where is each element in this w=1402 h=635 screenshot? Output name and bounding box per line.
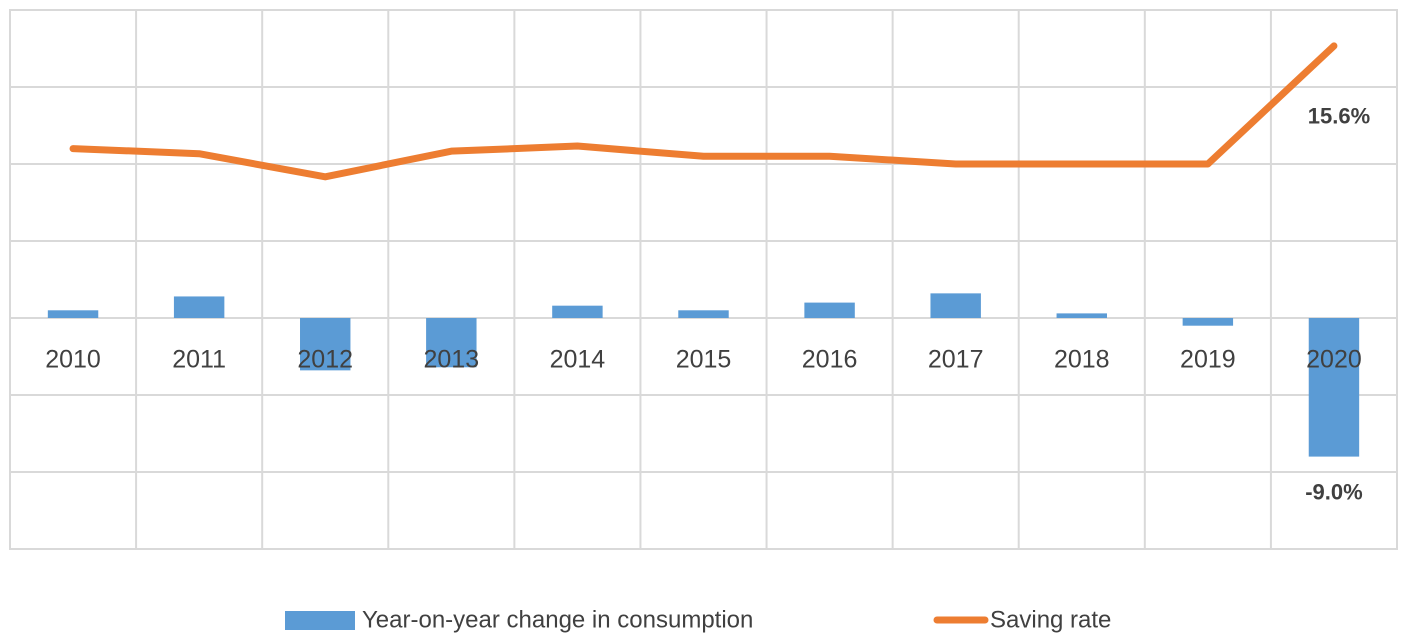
bar [1056,313,1107,318]
x-tick-label: 2020 [1306,346,1362,374]
bar [1308,318,1360,457]
x-tick-label: 2017 [928,346,984,374]
plot-border [9,9,1398,550]
legend-label: Saving rate [990,606,1111,633]
x-tick-label: 2016 [802,346,858,374]
x-tick-label: 2019 [1180,346,1236,374]
x-tick-label: 2013 [424,346,480,374]
legend-swatch [285,611,355,630]
bar [930,293,981,318]
x-tick-label: 2014 [550,346,606,374]
bar [300,318,351,371]
data-label: -9.0% [1305,479,1362,504]
x-tick-label: 2018 [1054,346,1110,374]
legend-label: Year-on-year change in consumption [362,606,753,633]
data-label: 15.6% [1308,104,1370,129]
bar [678,310,729,318]
bar [426,318,477,368]
bar [47,310,99,318]
bar [173,296,225,318]
x-tick-label: 2015 [676,346,732,374]
x-tick-label: 2012 [297,346,353,374]
x-tick-label: 2010 [45,346,101,374]
x-tick-label: 2011 [172,346,226,374]
line [69,42,1338,181]
bar [1182,318,1234,326]
bar [804,302,855,318]
bar [552,305,603,318]
